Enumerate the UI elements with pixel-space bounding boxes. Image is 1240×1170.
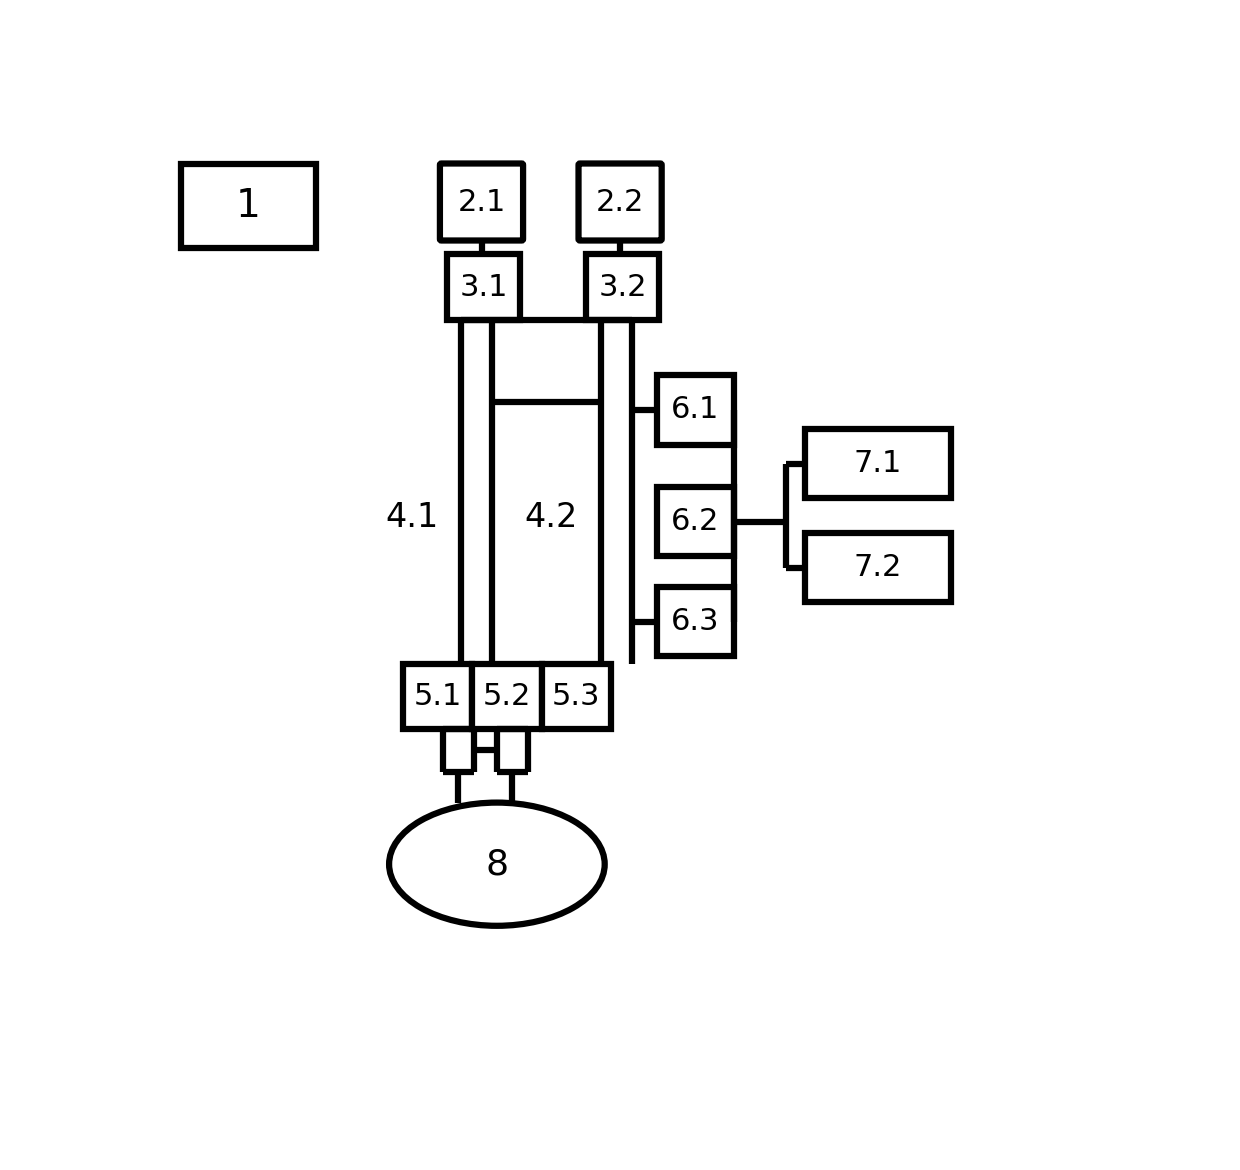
- Text: 3.1: 3.1: [459, 273, 507, 302]
- Text: 5.2: 5.2: [482, 682, 531, 711]
- Text: 2.1: 2.1: [458, 187, 506, 216]
- Text: 1: 1: [236, 187, 260, 225]
- Text: 6.2: 6.2: [671, 507, 719, 536]
- Text: 2.2: 2.2: [596, 187, 645, 216]
- Bar: [472, 665, 542, 729]
- Text: 8: 8: [485, 847, 508, 881]
- Text: 6.3: 6.3: [671, 607, 719, 636]
- Bar: [805, 534, 951, 603]
- Text: 7.1: 7.1: [854, 449, 903, 479]
- Bar: [657, 376, 734, 445]
- Bar: [446, 254, 520, 319]
- Bar: [657, 587, 734, 656]
- Text: 3.2: 3.2: [599, 273, 647, 302]
- FancyBboxPatch shape: [579, 164, 662, 241]
- Bar: [587, 254, 660, 319]
- Bar: [403, 665, 472, 729]
- Text: 5.1: 5.1: [413, 682, 461, 711]
- Ellipse shape: [389, 803, 605, 925]
- Text: 6.1: 6.1: [671, 395, 719, 425]
- Text: 7.2: 7.2: [854, 553, 903, 583]
- Text: 5.3: 5.3: [552, 682, 600, 711]
- Bar: [181, 164, 316, 248]
- FancyBboxPatch shape: [440, 164, 523, 241]
- Text: 4.2: 4.2: [525, 501, 578, 535]
- Bar: [805, 429, 951, 498]
- Bar: [657, 487, 734, 556]
- Text: 4.1: 4.1: [386, 501, 439, 535]
- Bar: [542, 665, 611, 729]
